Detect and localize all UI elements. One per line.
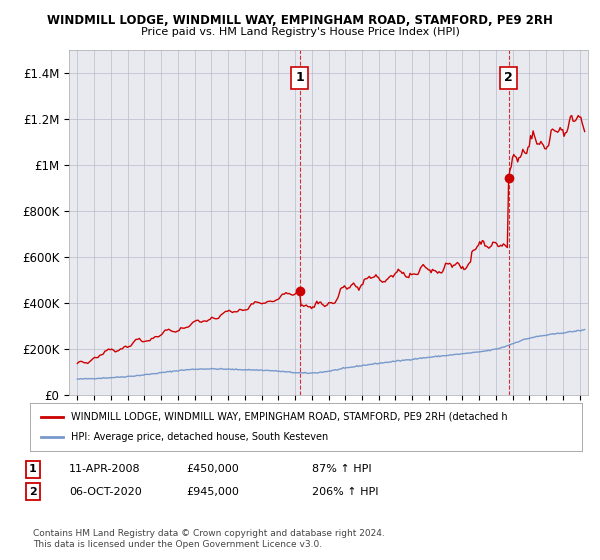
Text: 2: 2 <box>29 487 37 497</box>
Text: WINDMILL LODGE, WINDMILL WAY, EMPINGHAM ROAD, STAMFORD, PE9 2RH (detached h: WINDMILL LODGE, WINDMILL WAY, EMPINGHAM … <box>71 412 508 422</box>
Text: 11-APR-2008: 11-APR-2008 <box>69 464 140 474</box>
Text: 06-OCT-2020: 06-OCT-2020 <box>69 487 142 497</box>
Text: 87% ↑ HPI: 87% ↑ HPI <box>312 464 371 474</box>
Text: £450,000: £450,000 <box>186 464 239 474</box>
Text: £945,000: £945,000 <box>186 487 239 497</box>
Text: HPI: Average price, detached house, South Kesteven: HPI: Average price, detached house, Sout… <box>71 432 329 442</box>
Text: Price paid vs. HM Land Registry's House Price Index (HPI): Price paid vs. HM Land Registry's House … <box>140 27 460 37</box>
Text: 1: 1 <box>29 464 37 474</box>
Text: 2: 2 <box>504 72 513 85</box>
Text: WINDMILL LODGE, WINDMILL WAY, EMPINGHAM ROAD, STAMFORD, PE9 2RH: WINDMILL LODGE, WINDMILL WAY, EMPINGHAM … <box>47 14 553 27</box>
Text: Contains HM Land Registry data © Crown copyright and database right 2024.
This d: Contains HM Land Registry data © Crown c… <box>33 529 385 549</box>
Text: 206% ↑ HPI: 206% ↑ HPI <box>312 487 379 497</box>
Text: 1: 1 <box>295 72 304 85</box>
